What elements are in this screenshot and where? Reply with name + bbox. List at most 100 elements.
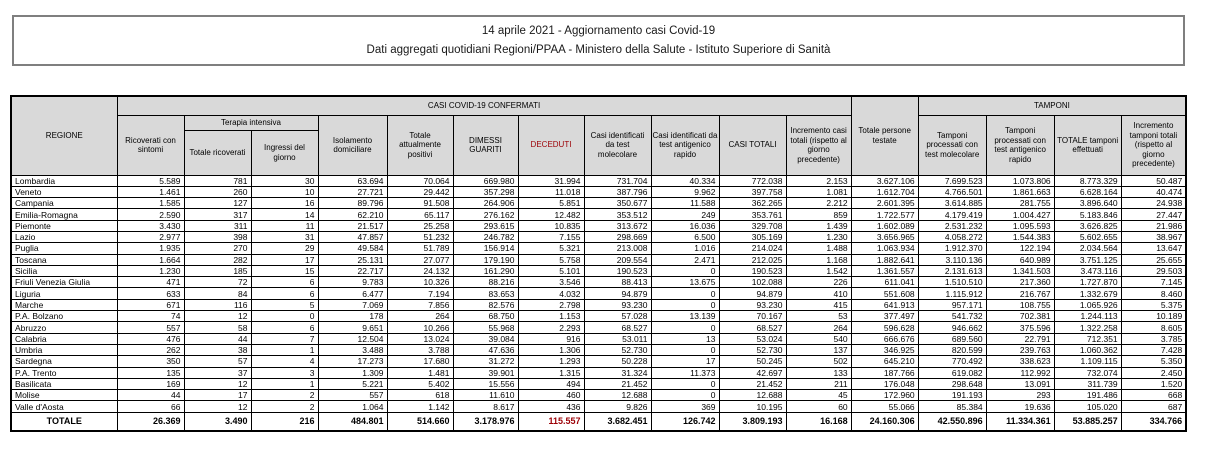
value-cell: 21.986: [1120, 219, 1187, 232]
region-row: P.A. Bolzano 74 12 0 178 264 68.750 1.153 57.028…: [10, 310, 1187, 323]
value-cell: 137: [785, 343, 852, 357]
value-cell: 44: [183, 332, 252, 345]
value-cell: 17.273: [317, 355, 388, 368]
value-cell: 1.612.704: [850, 185, 919, 199]
value-cell: 65.117: [386, 208, 454, 221]
region-name-cell: Valle d'Aosta: [10, 400, 118, 413]
value-cell: 702.381: [985, 310, 1055, 323]
value-cell: 471: [116, 276, 185, 289]
value-cell: 5: [250, 298, 319, 312]
value-cell: 3.110.136: [917, 253, 987, 266]
value-cell: 216.767: [985, 287, 1055, 300]
value-cell: 6.628.164: [1053, 185, 1122, 199]
value-cell: 557: [317, 389, 388, 402]
value-cell: 350: [116, 355, 185, 368]
value-cell: 176.048: [850, 377, 919, 391]
value-cell: 1.060.362: [1053, 343, 1122, 357]
value-cell: 1.727.870: [1053, 276, 1122, 289]
value-cell: 11.588: [650, 197, 720, 210]
value-cell: 169: [116, 377, 185, 391]
value-cell: 1.542: [785, 264, 852, 278]
value-cell: 211: [785, 377, 852, 391]
value-cell: 185: [183, 264, 252, 278]
value-cell: 7.194: [386, 287, 454, 300]
value-cell: 282: [183, 253, 252, 266]
region-row: Lombardia 5.589 781 30 63.694 70.064 669.980 31…: [10, 174, 1187, 187]
value-cell: 3.751.125: [1053, 253, 1122, 266]
value-cell: 460: [517, 389, 585, 402]
value-cell: 7: [250, 332, 319, 345]
value-cell: 397.758: [718, 185, 787, 199]
col-header-regione: REGIONE: [10, 95, 118, 176]
value-cell: 217.360: [985, 276, 1055, 289]
table-body: Lombardia 5.589 781 30 63.694 70.064 669.980 31…: [10, 174, 1187, 432]
region-row: Emilia-Romagna 2.590 317 14 62.210 65.117 276.…: [10, 208, 1187, 221]
value-cell: 3.785: [1120, 332, 1187, 345]
value-cell: 0: [650, 287, 720, 300]
value-cell: 31: [250, 230, 319, 244]
value-cell: 12: [183, 310, 252, 323]
value-cell: 1: [250, 343, 319, 357]
value-cell: 179.190: [452, 253, 519, 266]
value-cell: 8.605: [1120, 321, 1187, 334]
value-cell: 1: [250, 377, 319, 391]
value-cell: 557: [116, 321, 185, 334]
value-cell: 732.074: [1053, 366, 1122, 379]
value-cell: 305.169: [718, 230, 787, 244]
value-cell: 551.608: [850, 287, 919, 300]
value-cell: 178: [317, 310, 388, 323]
value-cell: 619.082: [917, 366, 987, 379]
total-value-cell: 514.660: [386, 411, 454, 432]
value-cell: 281.755: [985, 197, 1055, 210]
region-name-cell: Campania: [10, 197, 118, 210]
value-cell: 957.171: [917, 298, 987, 312]
value-cell: 47.636: [452, 343, 519, 357]
value-cell: 1.488: [785, 242, 852, 255]
value-cell: 859: [785, 208, 852, 221]
value-cell: 669.980: [452, 174, 519, 187]
value-cell: 293.615: [452, 219, 519, 232]
value-cell: 29.503: [1120, 264, 1187, 278]
value-cell: 1.585: [116, 197, 185, 210]
value-cell: 264: [386, 310, 454, 323]
col-header-attualmente-positivi: Totale attualmente positivi: [386, 114, 454, 176]
total-value-cell: 3.809.193: [718, 411, 787, 432]
total-value-cell: 16.168: [785, 411, 852, 432]
value-cell: 4.766.501: [917, 185, 987, 199]
value-cell: 3.488: [317, 343, 388, 357]
value-cell: 1.520: [1120, 377, 1187, 391]
value-cell: 618: [386, 389, 454, 402]
value-cell: 13.139: [650, 310, 720, 323]
col-header-ti-totale-ricoverati: Totale ricoverati: [183, 129, 252, 176]
value-cell: 9.783: [317, 276, 388, 289]
value-cell: 1.306: [517, 343, 585, 357]
total-value-cell: 126.742: [650, 411, 720, 432]
value-cell: 6: [250, 321, 319, 334]
value-cell: 82.576: [452, 298, 519, 312]
value-cell: 31.272: [452, 355, 519, 368]
value-cell: 13.091: [985, 377, 1055, 391]
value-cell: 1.081: [785, 185, 852, 199]
value-cell: 93.230: [718, 298, 787, 312]
report-title: 14 aprile 2021 - Aggiornamento casi Covi…: [481, 24, 716, 37]
value-cell: 0: [250, 310, 319, 323]
value-cell: 8.773.329: [1053, 174, 1122, 187]
total-row: TOTALE 26.369 3.490 216 484.801 514.660 3.178.…: [10, 411, 1187, 432]
value-cell: 49.584: [317, 242, 388, 255]
value-cell: 27.447: [1120, 208, 1187, 221]
value-cell: 0: [650, 343, 720, 357]
value-cell: 6.477: [317, 287, 388, 300]
value-cell: 0: [650, 389, 720, 402]
region-row: P.A. Trento 135 37 3 1.309 1.481 39.901 1.315 31…: [10, 366, 1187, 379]
value-cell: 39.901: [452, 366, 519, 379]
value-cell: 10.835: [517, 219, 585, 232]
value-cell: 3.627.106: [850, 174, 919, 187]
value-cell: 2.131.613: [917, 264, 987, 278]
region-name-cell: Sicilia: [10, 264, 118, 278]
value-cell: 7.428: [1120, 343, 1187, 357]
value-cell: 50.245: [718, 355, 787, 368]
value-cell: 3.656.965: [850, 230, 919, 244]
value-cell: 70.167: [718, 310, 787, 323]
value-cell: 689.560: [917, 332, 987, 345]
value-cell: 127: [183, 197, 252, 210]
